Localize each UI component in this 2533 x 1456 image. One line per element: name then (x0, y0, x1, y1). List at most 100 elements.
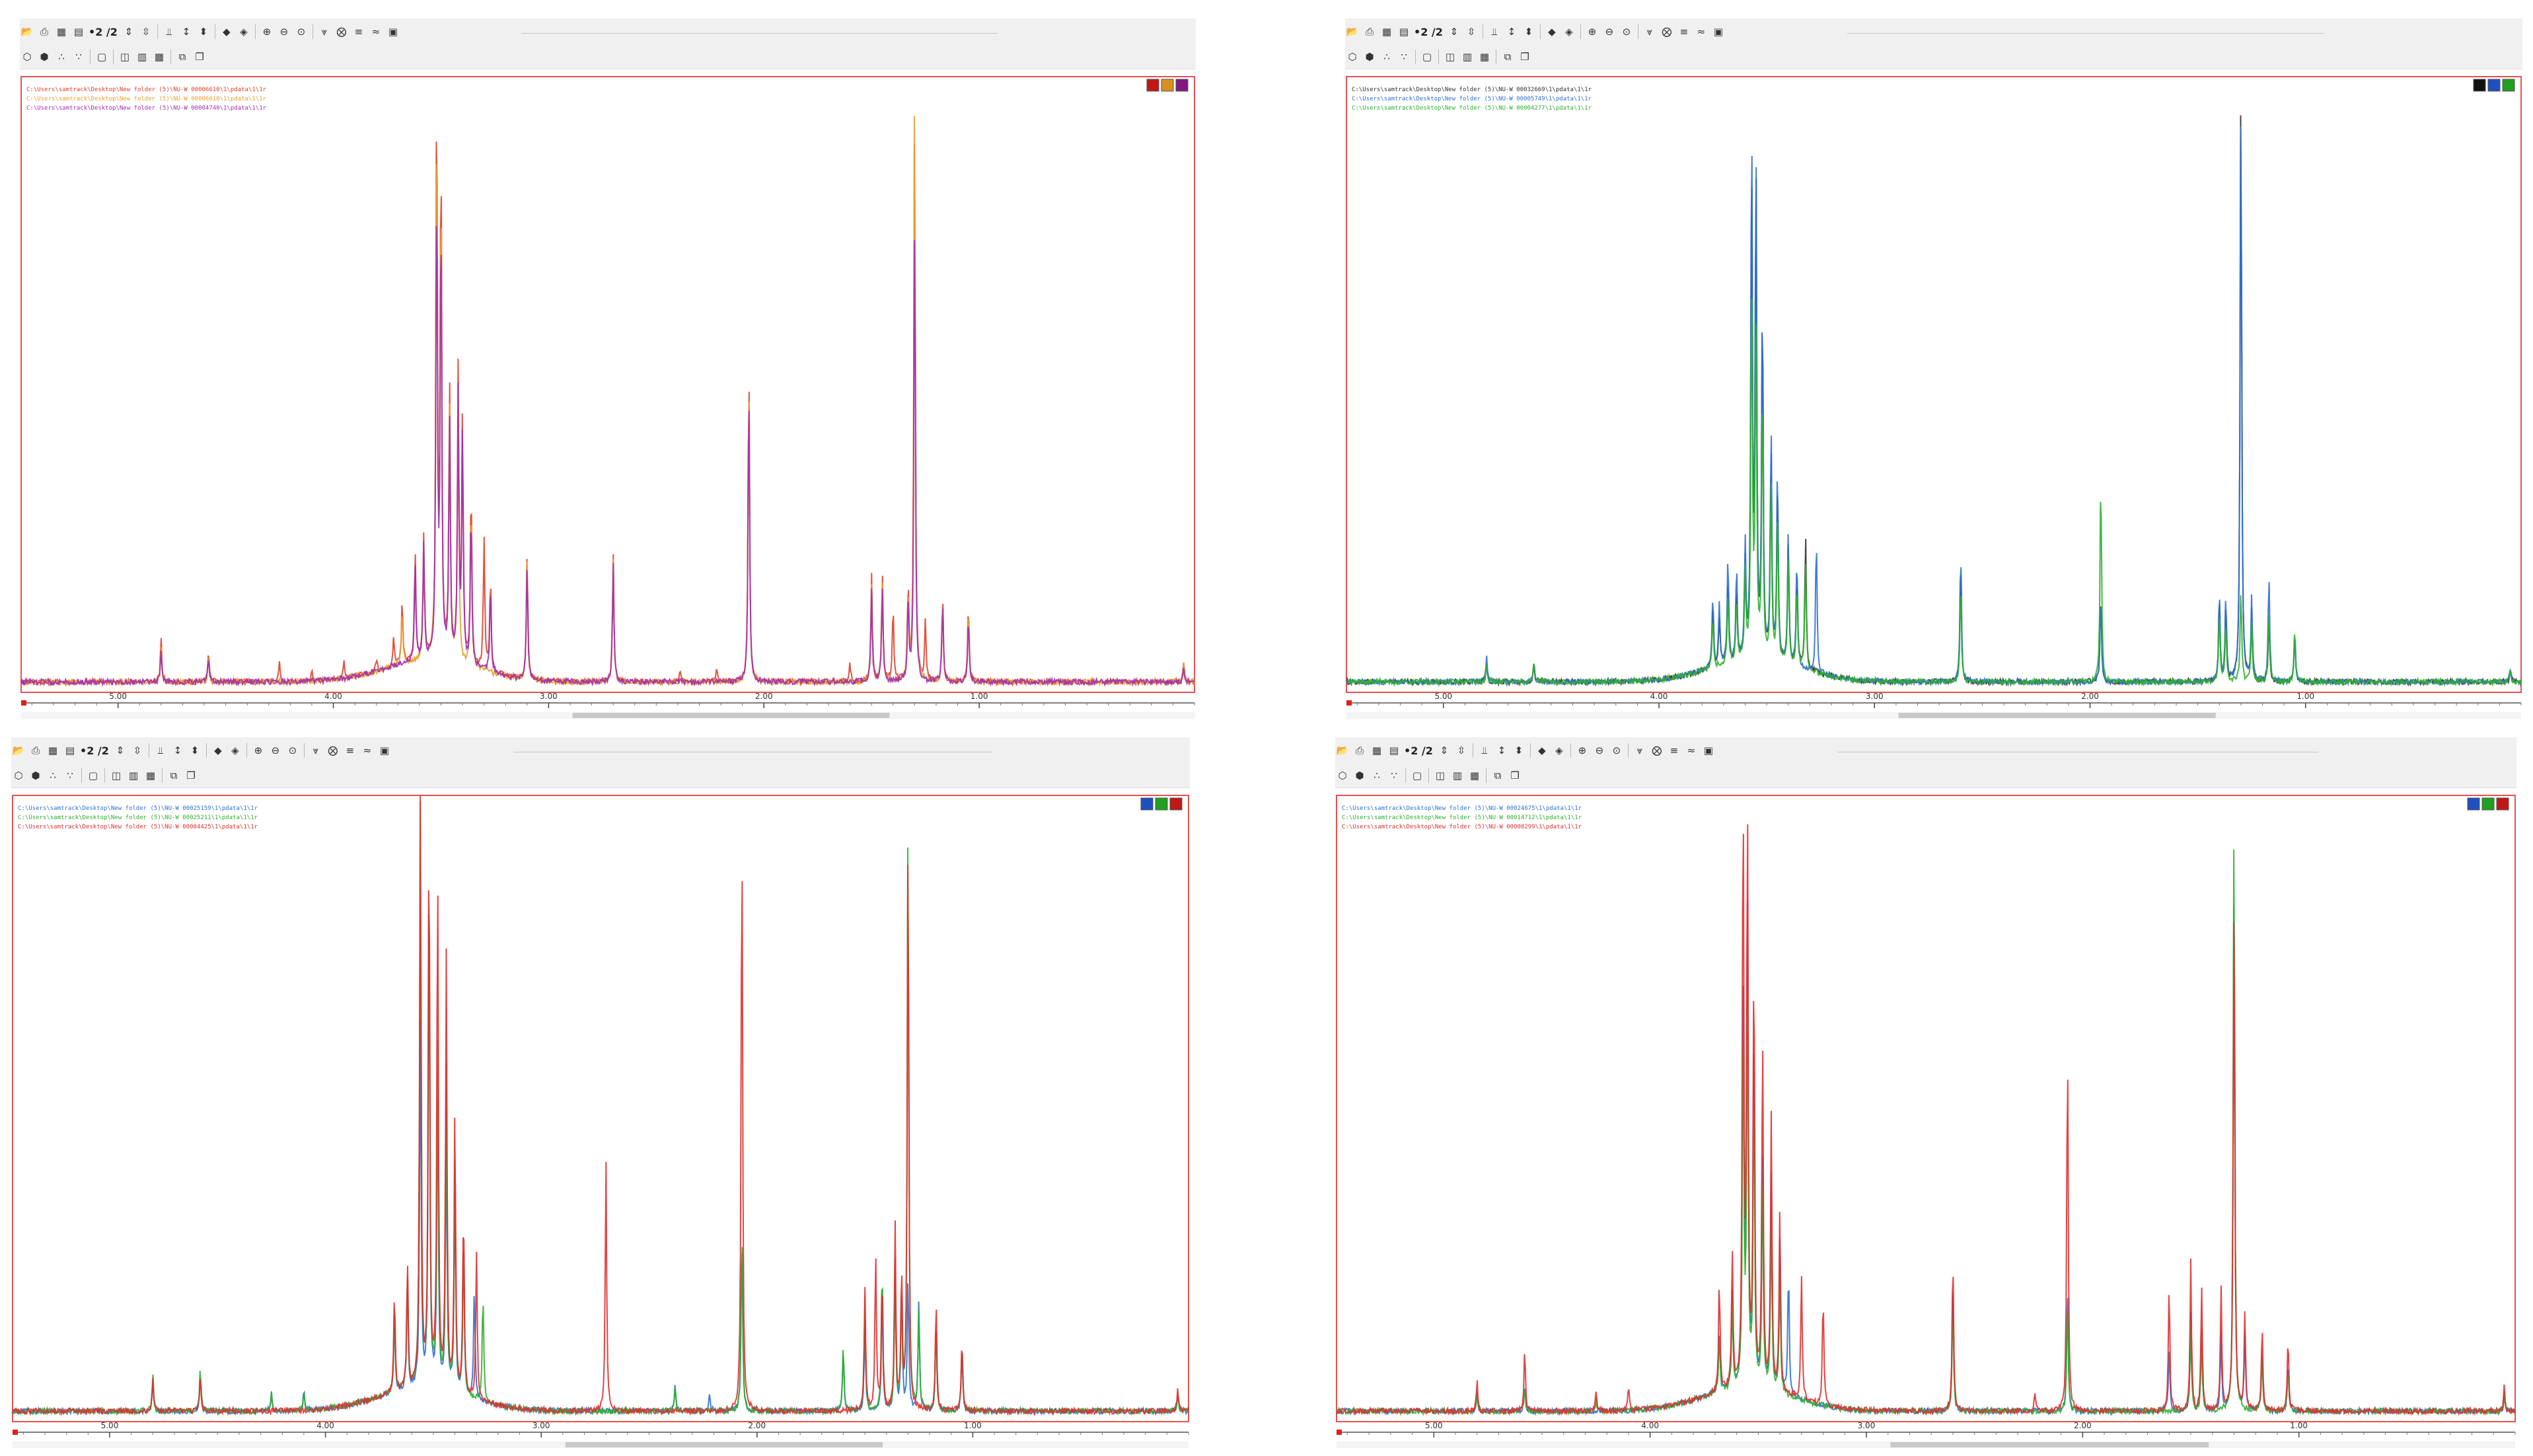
bonds-icon[interactable]: ⬢ (1355, 769, 1364, 782)
zoom-out-icon[interactable]: ⊖ (271, 744, 280, 756)
layout-icon[interactable]: ▦ (1372, 744, 1382, 756)
left-right-icon[interactable]: ◆ (223, 25, 231, 38)
spectrum-plot[interactable]: C:\Users\samtrack\Desktop\New folder (5)… (11, 790, 1190, 1452)
open-folder-icon[interactable]: 📂 (1336, 744, 1349, 756)
peak-pick-icon[interactable]: ⩔ (1646, 25, 1653, 38)
atom-color-icon[interactable]: ∵ (75, 50, 82, 63)
atoms-icon[interactable]: ∴ (1374, 769, 1380, 782)
page-indicator[interactable]: •2 /2 (1404, 744, 1433, 757)
atom-color-icon[interactable]: ∵ (67, 769, 73, 782)
stack-icon[interactable]: ≡ (1670, 744, 1679, 756)
zoom-in-icon[interactable]: ⊕ (262, 25, 272, 38)
window-dual-icon[interactable]: ◫ (1445, 50, 1455, 63)
scrollbar-thumb[interactable] (1898, 713, 2216, 718)
grid-icon[interactable]: ▣ (388, 25, 398, 38)
zoom-reset-icon[interactable]: ⊙ (1622, 25, 1631, 38)
table-icon[interactable]: ▤ (65, 744, 75, 756)
vertical-shrink-icon[interactable]: ⬍ (199, 25, 208, 38)
bonds-icon[interactable]: ⬢ (1365, 50, 1374, 63)
color-swatch[interactable] (2467, 797, 2480, 811)
zoom-in-icon[interactable]: ⊕ (1588, 25, 1597, 38)
zoom-in-icon[interactable]: ⊕ (1578, 744, 1587, 756)
window-icon[interactable]: ▢ (96, 50, 107, 63)
color-swatch[interactable] (1161, 79, 1174, 92)
atoms-icon[interactable]: ∴ (1383, 50, 1390, 63)
spectrum-svg[interactable]: C:\Users\samtrack\Desktop\New folder (5)… (1335, 790, 2516, 1452)
spectrum-plot[interactable]: C:\Users\samtrack\Desktop\New folder (5)… (1345, 71, 2522, 723)
zoom-reset-icon[interactable]: ⊙ (288, 744, 297, 756)
atom-color-icon[interactable]: ∵ (1391, 769, 1397, 782)
zoom-in-icon[interactable]: ⊕ (254, 744, 263, 756)
zoom-out-icon[interactable]: ⊖ (279, 25, 289, 38)
molecule-icon[interactable]: ⬡ (1348, 50, 1357, 63)
transform-icon[interactable]: ≈ (363, 744, 372, 756)
window-stack-icon[interactable]: ⧉ (1504, 50, 1512, 63)
open-folder-icon[interactable]: 📂 (1346, 25, 1359, 38)
molecule-icon[interactable]: ⬡ (22, 50, 32, 63)
layout-icon[interactable]: ▦ (48, 744, 58, 756)
window-triple-icon[interactable]: ▥ (1462, 50, 1473, 63)
scrollbar-thumb[interactable] (572, 713, 890, 718)
left-right-icon[interactable]: ◆ (1538, 744, 1546, 756)
page-indicator[interactable]: •2 /2 (89, 25, 118, 38)
color-swatch[interactable] (1146, 79, 1159, 92)
left-right-icon[interactable]: ◆ (214, 744, 222, 756)
window-cascade-icon[interactable]: ❐ (186, 769, 196, 782)
window-icon[interactable]: ▢ (1412, 769, 1422, 782)
transform-icon[interactable]: ≈ (1697, 25, 1706, 38)
grid-icon[interactable]: ▣ (1703, 744, 1713, 756)
up-down-arrows-icon[interactable]: ⇕ (124, 25, 133, 38)
overlay-icon[interactable]: ⨂ (1652, 744, 1662, 756)
fit-arrows-icon[interactable]: ⇳ (141, 25, 151, 38)
window-stack-icon[interactable]: ⧉ (1494, 769, 1502, 782)
window-icon[interactable]: ▢ (1422, 50, 1432, 63)
color-swatch[interactable] (2502, 79, 2515, 92)
window-dual-icon[interactable]: ◫ (120, 50, 130, 63)
vertical-shrink-icon[interactable]: ⬍ (1524, 25, 1533, 38)
color-swatch[interactable] (1175, 79, 1189, 92)
molecule-icon[interactable]: ⬡ (14, 769, 23, 782)
window-cascade-icon[interactable]: ❐ (1520, 50, 1529, 63)
window-quad-icon[interactable]: ▦ (1479, 50, 1490, 63)
molecule-icon[interactable]: ⬡ (1338, 769, 1347, 782)
print-icon[interactable]: ⎙ (40, 25, 48, 38)
collapse-icon[interactable]: ◈ (1555, 744, 1563, 756)
scrollbar-thumb[interactable] (565, 1442, 883, 1447)
window-quad-icon[interactable]: ▦ (154, 50, 165, 63)
vertical-shrink-icon[interactable]: ⬍ (1514, 744, 1523, 756)
stack-icon[interactable]: ≡ (346, 744, 355, 756)
overlay-icon[interactable]: ⨂ (1662, 25, 1672, 38)
atom-color-icon[interactable]: ∵ (1401, 50, 1407, 63)
fit-arrows-icon[interactable]: ⇳ (1457, 744, 1466, 756)
collapse-icon[interactable]: ◈ (231, 744, 239, 756)
vertical-expand-icon[interactable]: ↕ (173, 744, 182, 756)
vertical-expand-icon[interactable]: ↕ (182, 25, 191, 38)
color-swatch[interactable] (2487, 79, 2501, 92)
peak-pick-icon[interactable]: ⩔ (312, 744, 319, 756)
open-folder-icon[interactable]: 📂 (12, 744, 25, 756)
window-triple-icon[interactable]: ▥ (128, 769, 139, 782)
vertical-shrink-icon[interactable]: ⬍ (190, 744, 200, 756)
window-stack-icon[interactable]: ⧉ (178, 50, 186, 63)
zoom-out-icon[interactable]: ⊖ (1605, 25, 1614, 38)
window-quad-icon[interactable]: ▦ (1469, 769, 1480, 782)
window-quad-icon[interactable]: ▦ (145, 769, 156, 782)
window-dual-icon[interactable]: ◫ (111, 769, 122, 782)
table-icon[interactable]: ▤ (73, 25, 84, 38)
vertical-expand-icon[interactable]: ↕ (1507, 25, 1516, 38)
open-folder-icon[interactable]: 📂 (20, 25, 34, 38)
grid-icon[interactable]: ▣ (379, 744, 389, 756)
color-swatch[interactable] (2496, 797, 2509, 811)
baseline-icon[interactable]: ⫫ (1481, 744, 1488, 756)
page-indicator[interactable]: •2 /2 (1414, 25, 1443, 38)
color-swatch[interactable] (1169, 797, 1183, 811)
spectrum-svg[interactable]: C:\Users\samtrack\Desktop\New folder (5)… (1345, 71, 2522, 723)
layout-icon[interactable]: ▦ (56, 25, 67, 38)
zoom-reset-icon[interactable]: ⊙ (1612, 744, 1621, 756)
window-triple-icon[interactable]: ▥ (137, 50, 147, 63)
up-down-arrows-icon[interactable]: ⇕ (1440, 744, 1449, 756)
window-dual-icon[interactable]: ◫ (1435, 769, 1446, 782)
print-icon[interactable]: ⎙ (31, 744, 40, 756)
spectrum-plot[interactable]: C:\Users\samtrack\Desktop\New folder (5)… (1335, 790, 2516, 1452)
overlay-icon[interactable]: ⨂ (328, 744, 338, 756)
